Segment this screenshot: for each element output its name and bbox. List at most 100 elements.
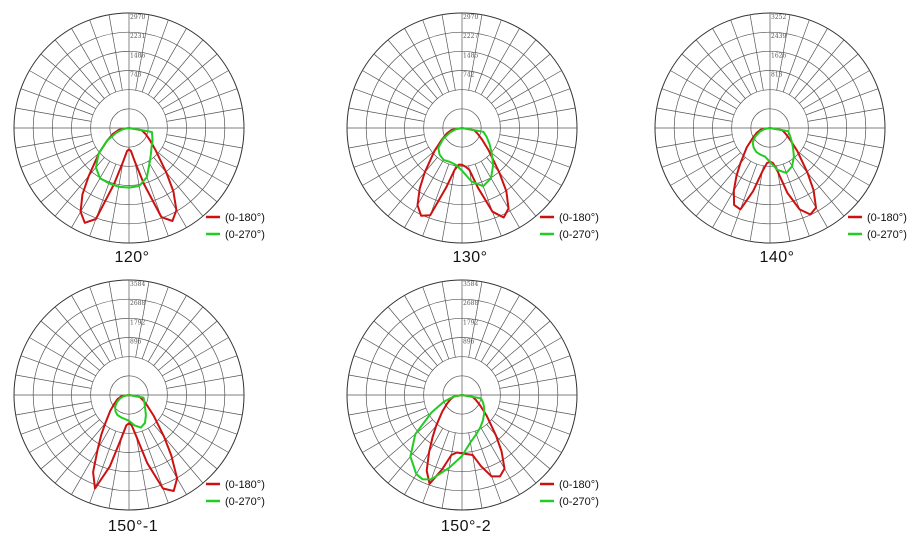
grid-spoke (776, 165, 791, 242)
grid-spoke (805, 88, 879, 116)
ring-label: 2688 (130, 300, 145, 307)
polar-chart-4: 3584 2688 1792 896 (0-180°) (0-270°) 150°-1 (13, 279, 265, 535)
grid-spoke (348, 107, 425, 122)
grid-spoke (749, 165, 764, 242)
ring-label: 896 (130, 339, 142, 346)
grid-spoke (799, 53, 859, 104)
grid-spoke (404, 161, 444, 228)
grid-spoke (441, 281, 456, 358)
grid-spoke (468, 14, 483, 91)
grid-spoke (495, 146, 562, 186)
polar-chart-2: 2970 2227 1485 742 (0-180°) (0-270°) 130° (346, 12, 599, 266)
grid-spoke (749, 14, 764, 91)
grid-spoke (40, 152, 100, 203)
series-curve-c0-180 (79, 127, 178, 224)
ring-label: 2688 (463, 300, 478, 307)
ring-label: 1626 (771, 52, 786, 59)
grid-spoke (71, 428, 111, 495)
grid-spoke (353, 407, 427, 435)
grid-spoke (164, 88, 238, 116)
grid-spoke (158, 53, 218, 104)
ring-label: 1792 (463, 319, 478, 326)
grid-spoke (499, 107, 576, 122)
grid-spoke (15, 401, 92, 416)
grid-spoke (661, 88, 735, 116)
grid-spoke (474, 163, 502, 237)
grid-spoke (29, 413, 96, 453)
ring-label: 813 (771, 72, 783, 79)
ring-label: 896 (463, 339, 475, 346)
grid-spoke (362, 413, 429, 453)
ring-label: 1485 (463, 52, 478, 59)
ring-label: 2231 (130, 33, 145, 40)
grid-spoke (147, 161, 187, 228)
grid-spoke (474, 286, 502, 360)
grid-spoke (730, 19, 758, 93)
grid-spoke (497, 88, 571, 116)
grid-spoke (40, 320, 100, 371)
grid-spoke (164, 407, 238, 435)
grid-spoke (71, 295, 111, 362)
ring-label: 3584 (130, 281, 145, 288)
legend-label: (0-180°) (225, 479, 265, 491)
grid-spoke (147, 428, 187, 495)
grid-spoke (166, 401, 243, 416)
grid-spoke (495, 413, 562, 453)
grid-spoke (387, 39, 438, 99)
grid-spoke (147, 28, 187, 95)
grid-spoke (788, 28, 828, 95)
grid-spoke (803, 70, 870, 110)
grid-spoke (71, 28, 111, 95)
grid-spoke (491, 320, 551, 371)
grid-spoke (164, 140, 238, 168)
grid-spoke (20, 407, 94, 435)
grid-spoke (486, 306, 537, 366)
grid-spoke (422, 163, 450, 237)
grid-spoke (162, 337, 229, 377)
grid-spoke (499, 401, 576, 416)
ring-label: 2439 (771, 33, 786, 40)
legend-label: (0-270°) (867, 229, 907, 241)
grid-spoke (153, 157, 204, 217)
grid-spoke (491, 53, 551, 104)
grid-spoke (497, 140, 571, 168)
grid-spoke (147, 295, 187, 362)
grid-spoke (29, 146, 96, 186)
series-curve-c0-180 (425, 394, 506, 485)
grid-spoke (89, 19, 117, 93)
grid-spoke (480, 161, 520, 228)
grid-spoke (480, 28, 520, 95)
grid-spoke (141, 19, 169, 93)
grid-spoke (794, 157, 845, 217)
grid-spoke (373, 152, 433, 203)
grid-spoke (135, 281, 150, 358)
grid-spoke (15, 374, 92, 389)
grid-spoke (486, 157, 537, 217)
polar-chart-1: 2970 2231 1486 743 (0-180°) (0-270°) 120° (13, 12, 265, 266)
legend-label: (0-180°) (559, 479, 599, 491)
grid-spoke (353, 355, 427, 383)
grid-spoke (422, 19, 450, 93)
grid-spoke (404, 295, 444, 362)
grid-spoke (799, 152, 859, 203)
grid-spoke (441, 165, 456, 242)
grid-spoke (20, 355, 94, 383)
grid-spoke (788, 161, 828, 228)
grid-spoke (71, 161, 111, 228)
grid-spoke (712, 161, 752, 228)
grid-spoke (807, 107, 884, 122)
legend-label: (0-270°) (559, 496, 599, 508)
grid-spoke (656, 107, 733, 122)
grid-spoke (158, 419, 218, 470)
grid-spoke (348, 401, 425, 416)
grid-spoke (495, 337, 562, 377)
grid-spoke (497, 407, 571, 435)
grid-spoke (404, 428, 444, 495)
legend-label: (0-270°) (559, 229, 599, 241)
grid-spoke (441, 14, 456, 91)
grid-spoke (108, 165, 123, 242)
grid-spoke (491, 419, 551, 470)
grid-spoke (348, 134, 425, 149)
grid-spoke (656, 134, 733, 149)
